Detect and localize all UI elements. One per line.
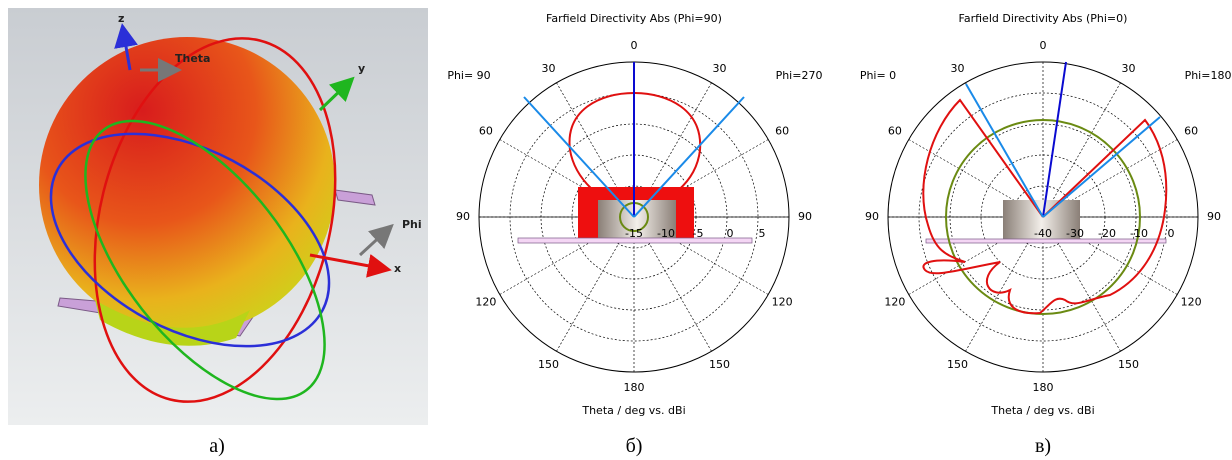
panel-3d: z Theta y Phi x а) <box>8 8 428 457</box>
beam-line <box>633 96 745 218</box>
angle-label: 150 <box>947 358 968 371</box>
angle-label: 90 <box>865 210 879 223</box>
x-axis-arrow <box>309 253 392 278</box>
axis-name: x <box>394 262 401 275</box>
axis-name: y <box>358 62 365 75</box>
angle-label: 30 <box>713 62 727 75</box>
angle-label: 30 <box>1122 62 1136 75</box>
directivity-curve <box>922 98 1168 315</box>
radial-label: -5 <box>693 227 704 240</box>
angle-label: 120 <box>884 296 905 309</box>
radial-label: -40 <box>1034 227 1052 240</box>
plot-title: Farfield Directivity Abs (Phi=0) <box>959 12 1128 25</box>
angle-label: 90 <box>456 210 470 223</box>
angle-label: 0 <box>631 39 638 52</box>
azimuth-circle <box>84 119 326 401</box>
axis-label: Theta / deg vs. dBi <box>581 404 685 417</box>
plot-title: Farfield Directivity Abs (Phi=90) <box>546 12 722 25</box>
y-axis-arrow <box>318 76 355 112</box>
axis-label: Theta / deg vs. dBi <box>990 404 1094 417</box>
polar-plot: 0 30 30 60 60 90 90 120 120 150 150 180 -40 -30 -20 -10… <box>860 12 1232 457</box>
panel-label: а) <box>209 435 225 457</box>
angle-label: 60 <box>479 125 493 138</box>
angle-label: 120 <box>1181 296 1202 309</box>
angle-label: 30 <box>542 62 556 75</box>
radial-label: -10 <box>657 227 675 240</box>
z-axis-arrow <box>114 23 138 71</box>
axis-name: Phi <box>402 218 422 231</box>
angle-label: 60 <box>775 125 789 138</box>
grid-circle <box>571 154 697 280</box>
radial-label: 5 <box>759 227 766 240</box>
angle-label: 90 <box>1207 210 1221 223</box>
axis-name: z <box>118 12 124 25</box>
ground-plate <box>925 238 1167 244</box>
panel-label: в) <box>1035 435 1051 457</box>
radial-label: 0 <box>727 227 734 240</box>
theta-circle <box>93 37 337 403</box>
angle-label: 150 <box>709 358 730 371</box>
beam-line <box>1042 116 1161 218</box>
panel-label: б) <box>626 435 643 457</box>
angle-label: 120 <box>772 296 793 309</box>
angle-label: 60 <box>888 125 902 138</box>
beam-line <box>523 96 635 218</box>
phi-label: Phi= 0 <box>860 69 896 82</box>
angle-label: 30 <box>951 62 965 75</box>
axis-name: Theta <box>175 52 210 65</box>
ground-plate <box>517 237 753 244</box>
reference-circle <box>945 119 1141 315</box>
radial-label: -20 <box>1098 227 1116 240</box>
antenna-box <box>1003 200 1080 240</box>
plate-edge <box>334 189 376 206</box>
angle-label: 180 <box>624 381 645 394</box>
angle-label: 150 <box>1118 358 1139 371</box>
beam-line <box>965 83 1044 218</box>
grid-circle <box>918 92 1168 342</box>
radial-label: -10 <box>1130 227 1148 240</box>
radial-label: -15 <box>625 227 643 240</box>
polar-plot: 0 30 30 60 60 90 90 120 120 150 150 180 -15 -10 -5 0 5 Fa… <box>447 12 822 457</box>
angle-label: 120 <box>475 296 496 309</box>
phi-label: Phi=270 <box>776 69 823 82</box>
angle-label: 150 <box>538 358 559 371</box>
angle-label: 90 <box>798 210 812 223</box>
radial-label: -30 <box>1066 227 1084 240</box>
radiation-sphere <box>39 37 335 333</box>
phi-circle <box>49 132 331 348</box>
phi-label: Phi=180 <box>1185 69 1232 82</box>
sphere-bottom <box>95 300 250 346</box>
angle-label: 180 <box>1033 381 1054 394</box>
main-lobe-line <box>1042 61 1067 218</box>
grid-circle <box>980 154 1106 280</box>
phi-arrow <box>358 223 394 257</box>
angle-label: 0 <box>1040 39 1047 52</box>
phi-label: Phi= 90 <box>447 69 490 82</box>
radial-label: 0 <box>1168 227 1175 240</box>
angle-label: 60 <box>1184 125 1198 138</box>
